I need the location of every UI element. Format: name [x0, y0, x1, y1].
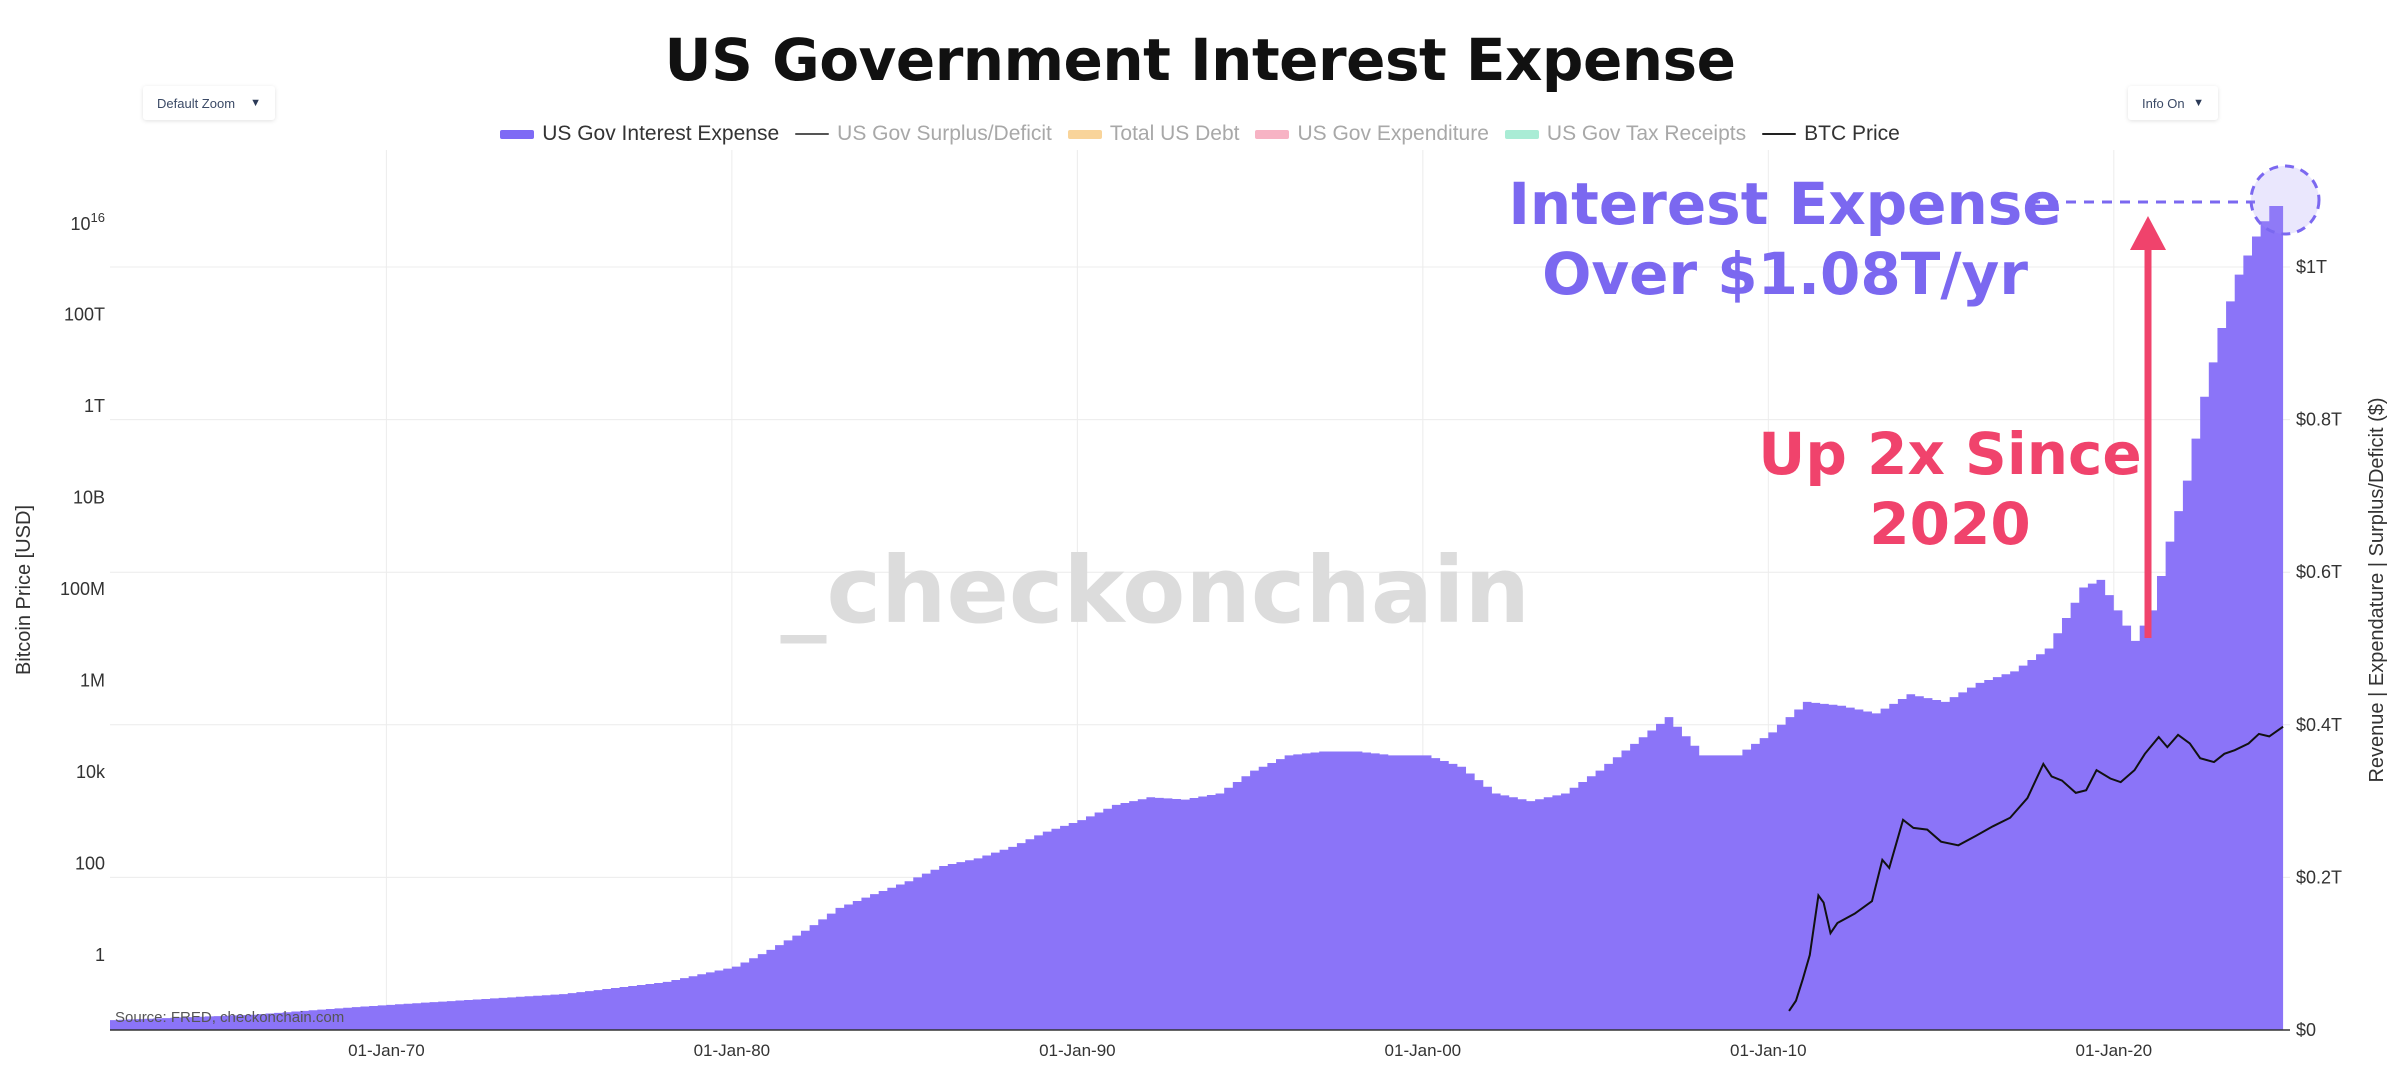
source-label: Source: FRED, checkonchain.com	[115, 1009, 344, 1026]
annotations: Interest Expense Over $1.08T/yr Up 2x Si…	[1508, 164, 2321, 638]
expense-annotation-line2: Over $1.08T/yr	[1542, 240, 2028, 308]
y-right-tick-label: $0.6T	[2296, 562, 2342, 582]
legend-item[interactable]: US Gov Interest Expense	[500, 122, 779, 146]
y-left-tick-label: 10B	[73, 488, 105, 508]
legend-label: US Gov Interest Expense	[542, 122, 780, 145]
legend: US Gov Interest Expense US Gov Surplus/De…	[0, 122, 2400, 146]
interest-expense-area	[110, 205, 2284, 1030]
legend-swatch	[500, 129, 535, 139]
legend-swatch	[1067, 129, 1102, 139]
x-tick-label: 01-Jan-20	[2076, 1041, 2153, 1060]
legend-item[interactable]: US Gov Surplus/Deficit	[795, 122, 1052, 146]
x-tick-label: 01-Jan-00	[1385, 1041, 1462, 1060]
growth-arrow-head	[2130, 216, 2166, 250]
legend-swatch	[1504, 129, 1539, 139]
y-left-axis-title: Bitcoin Price [USD]	[13, 505, 35, 675]
x-tick-label: 01-Jan-70	[348, 1041, 425, 1060]
y-right-tick-label: $0	[2296, 1020, 2316, 1040]
legend-item[interactable]: BTC Price	[1762, 122, 1900, 146]
y-left-tick-label: 1M	[80, 671, 105, 691]
x-tick-label: 01-Jan-90	[1039, 1041, 1116, 1060]
growth-annotation-line1: Up 2x Since	[1758, 420, 2141, 488]
chevron-down-icon: ▼	[2193, 97, 2204, 109]
legend-label: US Gov Tax Receipts	[1546, 122, 1747, 145]
watermark: _checkonchain	[780, 537, 1530, 644]
y-right-tick-label: $0.2T	[2296, 867, 2342, 887]
y-right-tick-label: $0.8T	[2296, 410, 2342, 430]
legend-item[interactable]: US Gov Expenditure	[1255, 122, 1489, 146]
y-left-tick-label: 100T	[64, 305, 105, 325]
legend-label: Total US Debt	[1109, 122, 1240, 145]
y-right-axis-title: Revenue | Expendature | Surplus/Deficit …	[2366, 397, 2388, 782]
y-left-tick-label: 1T	[84, 396, 105, 416]
axes: 01-Jan-70 01-Jan-80 01-Jan-90 01-Jan-00 01-J…	[13, 210, 2388, 1060]
y-left-tick-label: 100	[75, 854, 105, 874]
legend-label: BTC Price	[1804, 122, 1900, 145]
y-left-top-tick-label: 1016	[71, 210, 106, 234]
y-left-tick-label: 100M	[60, 579, 105, 599]
x-tick-label: 01-Jan-80	[694, 1041, 771, 1060]
chevron-down-icon: ▼	[250, 97, 261, 109]
zoom-dropdown-label: Default Zoom	[157, 95, 236, 111]
expense-annotation-line1: Interest Expense	[1508, 170, 2061, 238]
x-tick-label: 01-Jan-10	[1730, 1041, 1807, 1060]
y-right-tick-label: $0.4T	[2296, 715, 2342, 735]
legend-swatch	[795, 133, 830, 135]
zoom-dropdown[interactable]: Default Zoom ▼	[143, 86, 275, 120]
y-left-tick-label: 10k	[76, 762, 106, 782]
btc-price-line	[1788, 725, 2284, 1012]
legend-swatch	[1762, 133, 1797, 135]
info-dropdown-label: Info On	[2142, 95, 2185, 111]
legend-item[interactable]: Total US Debt	[1067, 122, 1240, 146]
legend-label: US Gov Surplus/Deficit	[837, 122, 1052, 145]
growth-annotation-line2: 2020	[1869, 490, 2030, 558]
legend-label: US Gov Expenditure	[1297, 122, 1489, 145]
peak-highlight-circle	[2249, 164, 2321, 236]
chart-title: US Government Interest Expense	[664, 26, 1736, 94]
btc-price-path	[1788, 725, 2284, 1012]
legend-swatch	[1255, 129, 1290, 139]
info-dropdown[interactable]: Info On ▼	[2128, 86, 2218, 120]
interest-expense-area-path	[110, 205, 2284, 1030]
legend-item[interactable]: US Gov Tax Receipts	[1504, 122, 1747, 146]
y-left-tick-label: 1	[95, 945, 105, 965]
y-right-tick-label: $1T	[2296, 257, 2327, 277]
